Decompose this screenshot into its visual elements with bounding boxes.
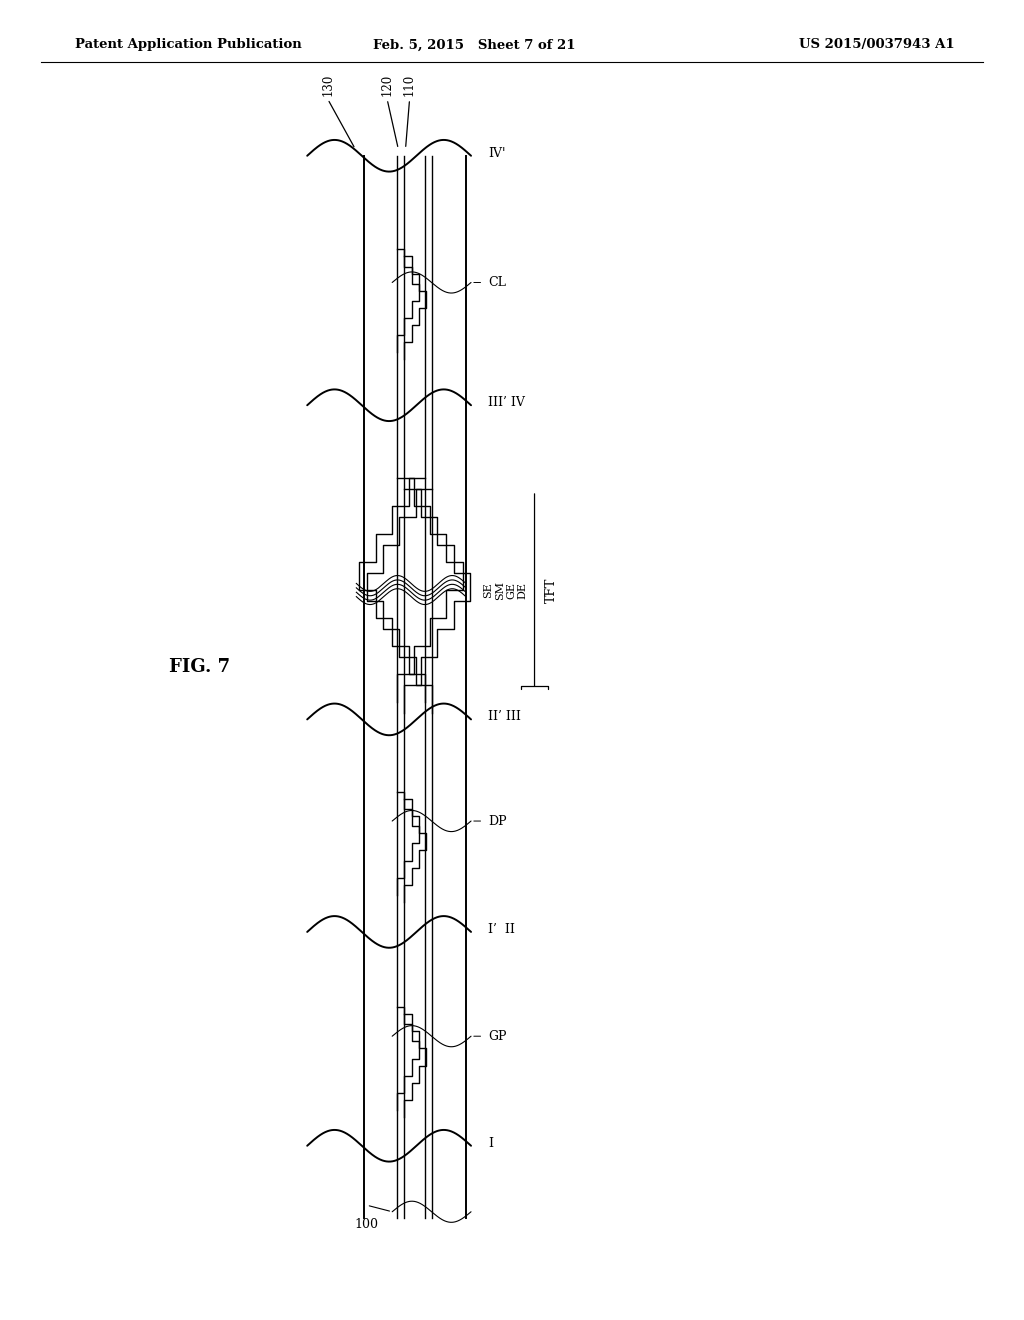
Text: SM: SM — [495, 581, 505, 599]
Text: SE: SE — [483, 582, 494, 598]
Text: GE: GE — [506, 582, 516, 598]
Text: 130: 130 — [322, 74, 334, 96]
Text: III’ IV: III’ IV — [488, 396, 525, 409]
Text: I: I — [488, 1137, 494, 1150]
Text: TFT: TFT — [545, 577, 557, 603]
Text: 120: 120 — [381, 74, 393, 96]
Text: Patent Application Publication: Patent Application Publication — [75, 38, 301, 51]
Text: 110: 110 — [403, 74, 416, 96]
Text: GP: GP — [488, 1030, 507, 1043]
Text: IV': IV' — [488, 147, 506, 160]
Text: Feb. 5, 2015   Sheet 7 of 21: Feb. 5, 2015 Sheet 7 of 21 — [373, 38, 575, 51]
Text: I’  II: I’ II — [488, 923, 515, 936]
Text: DE: DE — [517, 582, 527, 598]
Text: CL: CL — [488, 276, 506, 289]
Text: US 2015/0037943 A1: US 2015/0037943 A1 — [799, 38, 954, 51]
Text: II’ III: II’ III — [488, 710, 521, 723]
Text: DP: DP — [488, 814, 507, 828]
Text: FIG. 7: FIG. 7 — [169, 657, 230, 676]
Text: 100: 100 — [354, 1218, 379, 1232]
